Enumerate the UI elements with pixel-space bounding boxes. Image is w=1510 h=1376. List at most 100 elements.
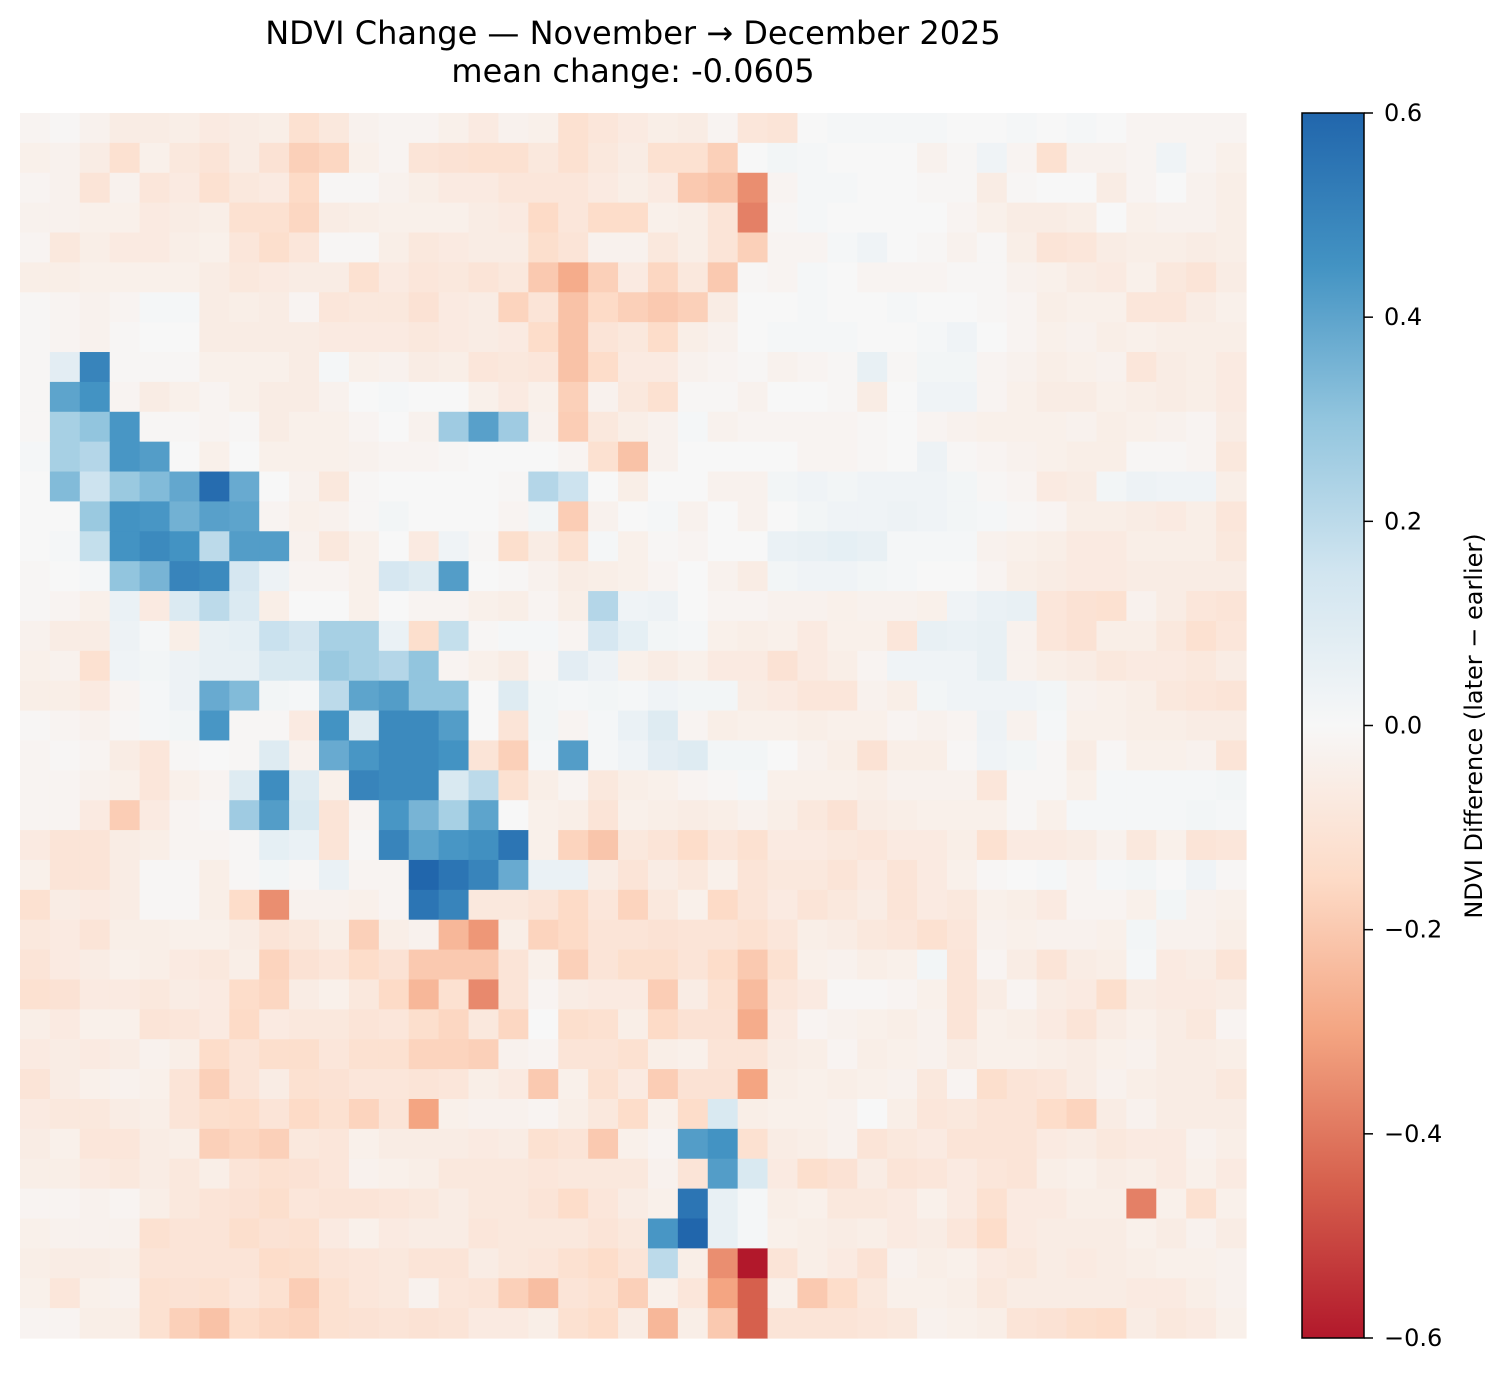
heatmap-cell [1216, 1218, 1247, 1249]
heatmap-cell [109, 1218, 141, 1249]
heatmap-cell [498, 142, 529, 174]
heatmap-cell [1006, 770, 1038, 801]
heatmap-cell [1126, 710, 1157, 742]
heatmap-cell [139, 650, 171, 682]
heatmap-cell [1216, 889, 1247, 921]
heatmap-cell [348, 650, 380, 682]
heatmap-cell [20, 1039, 51, 1070]
heatmap-cell [468, 172, 500, 204]
heatmap-cell [827, 501, 858, 532]
heatmap-cell [588, 800, 619, 831]
heatmap-cell [229, 142, 260, 174]
heatmap-cell [707, 1098, 739, 1130]
heatmap-cell [1036, 1308, 1068, 1339]
heatmap-cell [946, 262, 978, 293]
heatmap-cell [199, 142, 230, 174]
heatmap-cell [1126, 979, 1157, 1010]
heatmap-cell [917, 1069, 948, 1100]
heatmap-cell [199, 889, 230, 921]
heatmap-cell [49, 142, 81, 174]
heatmap-cell [229, 471, 260, 503]
heatmap-cell [229, 979, 260, 1010]
heatmap-cell [468, 680, 500, 712]
heatmap-cell [857, 1098, 888, 1130]
heatmap-cell [1006, 381, 1038, 413]
heatmap-cell [558, 113, 589, 144]
heatmap-cell [1216, 232, 1247, 263]
heatmap-cell [169, 710, 201, 742]
heatmap-cell [289, 979, 320, 1010]
heatmap-cell [1186, 620, 1217, 652]
heatmap-cell [49, 352, 81, 383]
heatmap-cell [677, 1218, 709, 1249]
heatmap-cell [1096, 202, 1127, 234]
heatmap-cell [468, 889, 500, 921]
colorbar: 0.60.40.20.0−0.2−0.4−0.6 NDVI Difference… [1301, 99, 1488, 1352]
heatmap-cell [109, 650, 141, 682]
heatmap-cell [588, 1278, 619, 1309]
heatmap-cell [319, 710, 350, 742]
heatmap-cell [737, 471, 769, 503]
heatmap-cell [677, 411, 709, 443]
heatmap-cell [857, 919, 888, 951]
heatmap-cell [1006, 1248, 1038, 1279]
heatmap-cell [976, 889, 1008, 921]
heatmap-cell [1066, 113, 1098, 144]
heatmap-cell [1006, 1188, 1038, 1220]
heatmap-cell [408, 949, 440, 981]
heatmap-cell [79, 620, 111, 652]
heatmap-cell [79, 232, 111, 263]
heatmap-cell [49, 262, 81, 293]
heatmap-cell [1036, 889, 1068, 921]
heatmap-cell [1156, 501, 1187, 532]
heatmap-cell [259, 352, 290, 383]
heatmap-cell [1156, 352, 1187, 383]
heatmap-cell [917, 142, 948, 174]
heatmap-cell [408, 1308, 440, 1339]
heatmap-cell [647, 531, 679, 562]
heatmap-cell [1126, 859, 1157, 891]
heatmap-cell [139, 859, 171, 891]
heatmap-cell [319, 919, 350, 951]
heatmap-cell [1066, 710, 1098, 742]
heatmap-cell [49, 740, 81, 771]
heatmap-cell [647, 322, 679, 353]
heatmap-cell [348, 1009, 380, 1040]
heatmap-cell [1006, 1308, 1038, 1339]
heatmap-cell [109, 352, 141, 383]
heatmap-cell [348, 1158, 380, 1190]
heatmap-cell [976, 352, 1008, 383]
heatmap-cell [618, 352, 649, 383]
heatmap-cell [289, 1039, 320, 1070]
colorbar-tick-label: 0.2 [1384, 507, 1422, 535]
heatmap-cell [378, 381, 410, 413]
heatmap-cell [827, 1158, 858, 1190]
heatmap-cell [199, 292, 230, 323]
heatmap-cell [976, 919, 1008, 951]
heatmap-cell [1126, 232, 1157, 263]
heatmap-cell [1186, 1039, 1217, 1070]
heatmap-cell [797, 1098, 828, 1130]
heatmap-cell [737, 1069, 769, 1100]
heatmap-cell [259, 1069, 290, 1100]
heatmap-cell [109, 202, 141, 234]
heatmap-cell [1186, 1278, 1217, 1309]
heatmap-cell [378, 1128, 410, 1160]
heatmap-cell [259, 142, 290, 174]
heatmap-cell [348, 531, 380, 562]
heatmap-cell [199, 680, 230, 712]
heatmap-cell [79, 889, 111, 921]
heatmap-cell [767, 1039, 799, 1070]
heatmap-cell [976, 501, 1008, 532]
heatmap-cell [707, 859, 739, 891]
heatmap-cell [348, 172, 380, 204]
heatmap-cell [49, 172, 81, 204]
heatmap-cell [946, 561, 978, 592]
heatmap-cell [408, 232, 440, 263]
heatmap-cell [199, 1128, 230, 1160]
heatmap-cell [917, 1248, 948, 1279]
heatmap-cell [797, 1248, 828, 1279]
heatmap-cell [588, 531, 619, 562]
heatmap-cell [1156, 889, 1187, 921]
heatmap-cell [1126, 1158, 1157, 1190]
